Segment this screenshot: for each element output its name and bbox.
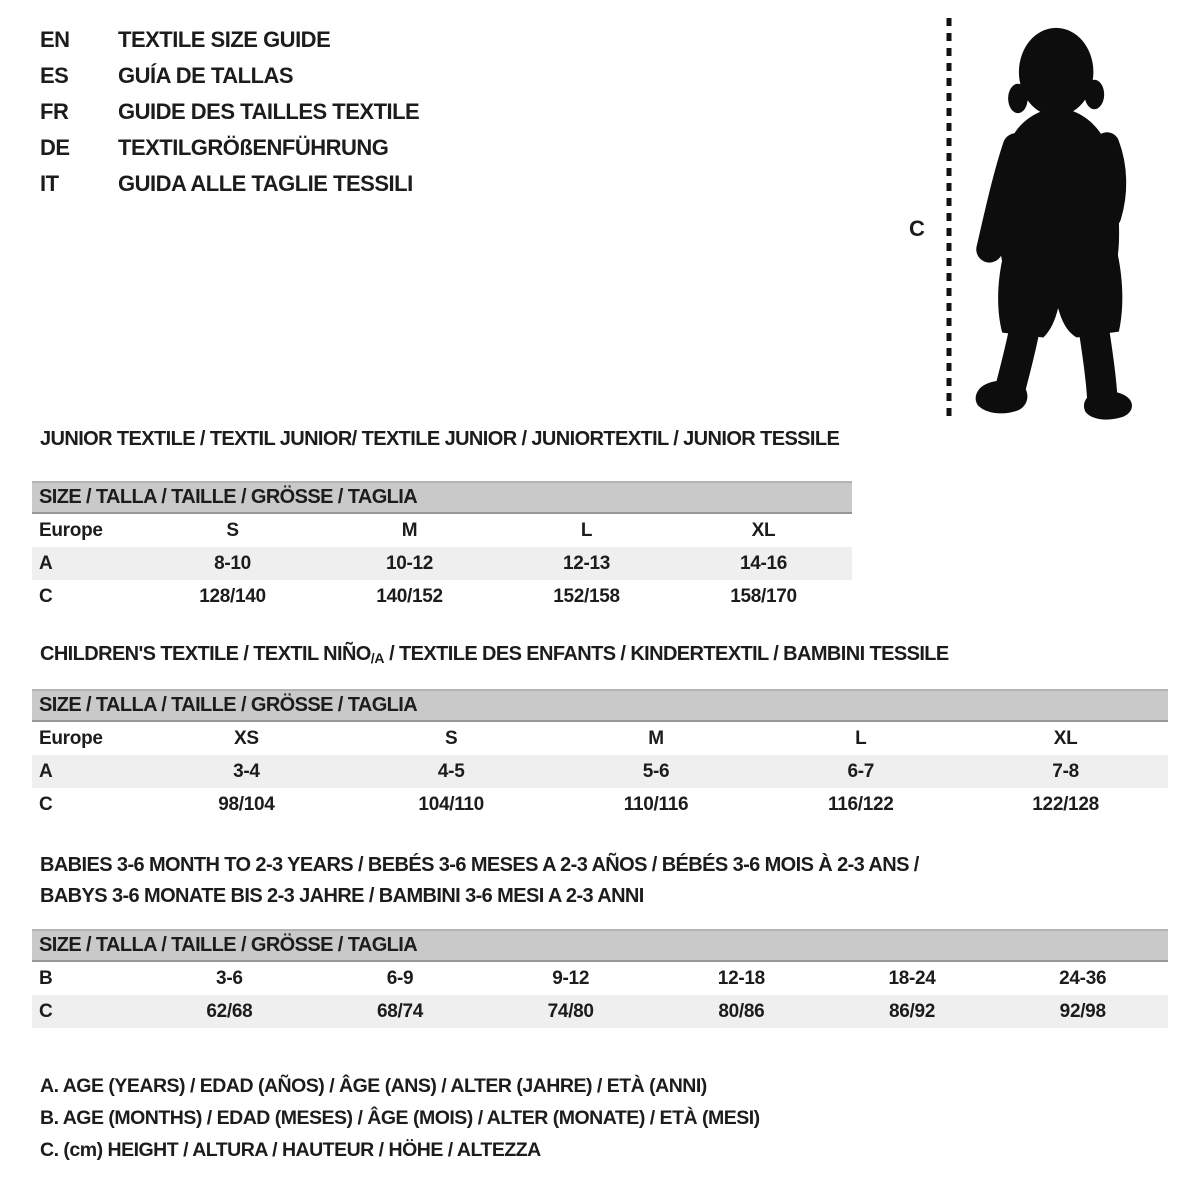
babies-title-line1: BABIES 3-6 MONTH TO 2-3 YEARS / BEBÉS 3-… <box>40 854 919 876</box>
row-label: Europe <box>39 728 103 749</box>
row-label: C <box>39 586 53 607</box>
guide-title-es: GUÍA DE TALLAS <box>118 63 294 88</box>
height-cell: 152/158 <box>553 586 620 607</box>
size-cell: XL <box>1053 728 1078 749</box>
lang-code: DE <box>40 135 70 160</box>
row-label: A <box>39 761 53 782</box>
children-size-table: SIZE / TALLA / TAILLE / GRÖSSE / TAGLIA … <box>32 689 1168 821</box>
months-cell: 3-6 <box>216 968 243 989</box>
age-cell: 6-7 <box>847 761 875 782</box>
age-cell: 3-4 <box>233 761 260 782</box>
size-cell: S <box>445 728 458 749</box>
height-cell: 140/152 <box>376 586 443 607</box>
size-cell: M <box>401 520 418 541</box>
height-cell: 92/98 <box>1059 1001 1106 1022</box>
junior-size-table: SIZE / TALLA / TAILLE / GRÖSSE / TAGLIA … <box>32 481 852 613</box>
months-cell: 9-12 <box>552 968 590 989</box>
size-cell: L <box>855 728 867 749</box>
height-cell: 158/170 <box>730 586 797 607</box>
age-cell: 7-8 <box>1052 761 1079 782</box>
size-cell: S <box>226 520 239 541</box>
lang-row-fr: FR GUIDE DES TAILLES TEXTILE <box>40 94 420 130</box>
height-cell: 68/74 <box>376 1001 424 1022</box>
children-title-pre: CHILDREN'S TEXTILE / TEXTIL NIÑO <box>40 643 371 665</box>
age-cell: 14-16 <box>739 553 788 574</box>
row-label: C <box>39 1001 53 1022</box>
height-cell: 104/110 <box>418 794 484 815</box>
size-cell: L <box>580 520 593 541</box>
children-title-post: / TEXTILE DES ENFANTS / KINDERTEXTIL / B… <box>384 643 949 665</box>
row-label: C <box>39 794 53 815</box>
language-title-block: EN TEXTILE SIZE GUIDE ES GUÍA DE TALLAS … <box>40 22 420 202</box>
age-cell: 4-5 <box>437 761 465 782</box>
age-cell: 8-10 <box>214 553 251 574</box>
months-cell: 12-18 <box>717 968 765 989</box>
dashed-measure-line <box>946 18 952 420</box>
lang-code: FR <box>40 99 69 124</box>
lang-code: EN <box>40 27 70 52</box>
row-label: Europe <box>39 520 103 541</box>
table-row-age: A 8-10 10-12 12-13 14-16 <box>32 547 852 580</box>
table-row-height: C 128/140 140/152 152/158 158/170 <box>32 580 852 613</box>
babies-title-line2: BABYS 3-6 MONATE BIS 2-3 JAHRE / BAMBINI… <box>40 885 644 907</box>
table-row-europe: Europe XS S M L XL <box>32 722 1168 755</box>
guide-title-it: GUIDA ALLE TAGLIE TESSILI <box>118 171 413 196</box>
height-measure-figure: C <box>895 6 1185 431</box>
table-row-months: B 3-6 6-9 9-12 12-18 18-24 24-36 <box>32 962 1168 995</box>
guide-title-de: TEXTILGRÖßENFÜHRUNG <box>118 135 389 160</box>
lang-row-en: EN TEXTILE SIZE GUIDE <box>40 22 419 58</box>
age-cell: 5-6 <box>642 761 670 782</box>
children-section-title: CHILDREN'S TEXTILE / TEXTIL NIÑO/A / TEX… <box>40 643 949 666</box>
age-cell: 12-13 <box>562 553 611 574</box>
legend-line-b: B. AGE (MONTHS) / EDAD (MESES) / ÂGE (MO… <box>40 1107 760 1129</box>
children-title-sub: /A <box>370 650 385 666</box>
size-cell: XS <box>234 728 259 749</box>
toddler-silhouette-icon <box>975 27 1132 420</box>
lang-row-it: IT GUIDA ALLE TAGLIE TESSILI <box>40 166 419 202</box>
junior-section-title: JUNIOR TEXTILE / TEXTIL JUNIOR/ TEXTILE … <box>40 428 840 450</box>
height-cell: 110/116 <box>623 794 689 815</box>
months-cell: 6-9 <box>386 968 414 989</box>
age-cell: 10-12 <box>385 553 434 574</box>
row-label: B <box>39 968 53 989</box>
lang-row-de: DE TEXTILGRÖßENFÜHRUNG <box>40 130 419 166</box>
guide-title-en: TEXTILE SIZE GUIDE <box>118 27 331 52</box>
table-row-age: A 3-4 4-5 5-6 6-7 7-8 <box>32 755 1168 788</box>
babies-section-title: BABIES 3-6 MONTH TO 2-3 YEARS / BEBÉS 3-… <box>40 850 919 912</box>
months-cell: 24-36 <box>1059 968 1107 989</box>
table-row-europe: Europe S M L XL <box>32 514 852 547</box>
table-row-height: C 98/104 104/110 110/116 116/122 122/128 <box>32 788 1168 821</box>
legend-line-c: C. (cm) HEIGHT / ALTURA / HAUTEUR / HÖHE… <box>40 1139 541 1161</box>
guide-title-fr: GUIDE DES TAILLES TEXTILE <box>118 99 420 124</box>
babies-size-table: SIZE / TALLA / TAILLE / GRÖSSE / TAGLIA … <box>32 929 1168 1028</box>
height-cell: 122/128 <box>1032 794 1099 815</box>
size-cell: M <box>648 728 664 749</box>
row-label: A <box>39 553 53 574</box>
height-cell: 74/80 <box>547 1001 594 1022</box>
lang-row-es: ES GUÍA DE TALLAS <box>40 58 419 94</box>
height-cell: 80/86 <box>718 1001 765 1022</box>
height-cell: 116/122 <box>828 794 894 815</box>
legend-line-a: A. AGE (YEARS) / EDAD (AÑOS) / ÂGE (ANS)… <box>40 1075 707 1097</box>
lang-code: ES <box>40 63 69 88</box>
height-cell: 62/68 <box>206 1001 253 1022</box>
measure-legend: A. AGE (YEARS) / EDAD (AÑOS) / ÂGE (ANS)… <box>40 1070 760 1166</box>
height-cell: 128/140 <box>199 586 266 607</box>
measure-c-label: C <box>909 216 925 241</box>
size-header-bar: SIZE / TALLA / TAILLE / GRÖSSE / TAGLIA <box>32 929 1168 962</box>
months-cell: 18-24 <box>888 968 936 989</box>
size-header-bar: SIZE / TALLA / TAILLE / GRÖSSE / TAGLIA <box>32 689 1168 722</box>
height-cell: 98/104 <box>218 794 275 815</box>
height-cell: 86/92 <box>889 1001 936 1022</box>
size-header-bar: SIZE / TALLA / TAILLE / GRÖSSE / TAGLIA <box>32 481 852 514</box>
size-cell: XL <box>751 520 776 541</box>
lang-code: IT <box>40 171 59 196</box>
table-row-height: C 62/68 68/74 74/80 80/86 86/92 92/98 <box>32 995 1168 1028</box>
